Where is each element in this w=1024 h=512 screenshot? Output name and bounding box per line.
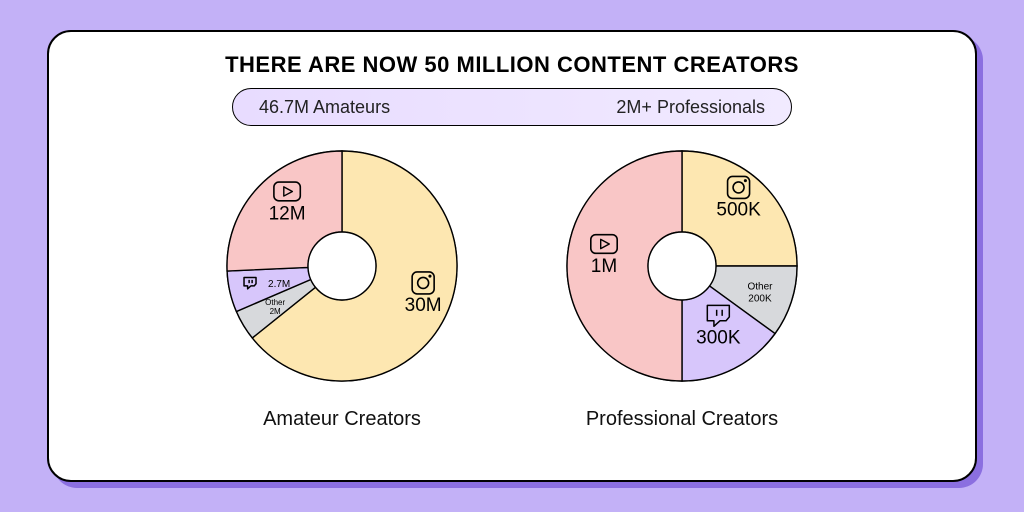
headline: THERE ARE NOW 50 MILLION CONTENT CREATOR… [225, 52, 799, 78]
youtube-label: 12M [269, 203, 306, 224]
instagram-label: 30M [405, 295, 442, 316]
amateur-caption: Amateur Creators [263, 408, 421, 431]
other-label-top: Other [747, 281, 773, 292]
amateur-chart-block: 30M Other2M 2.7M 12M Amateur Creators [212, 136, 472, 431]
charts-row: 30MOther2M2.7M12M Amateur Creators 500KO… [212, 136, 812, 431]
pill-left: 46.7M Amateurs [259, 97, 390, 118]
infographic-card: THERE ARE NOW 50 MILLION CONTENT CREATOR… [47, 30, 977, 482]
youtube-label: 1M [591, 256, 617, 277]
other-label-top: Other [265, 298, 285, 307]
twitch-label: 300K [696, 327, 741, 348]
professional-caption: Professional Creators [586, 408, 778, 431]
other-label-bottom: 2M [270, 307, 281, 316]
summary-pill: 46.7M Amateurs 2M+ Professionals [232, 88, 792, 126]
instagram-label: 500K [716, 199, 761, 220]
other-label-bottom: 200K [748, 293, 772, 304]
professional-donut-chart: 500K Other200K 300K 1M [552, 136, 812, 396]
amateur-donut-chart: 30M Other2M 2.7M 12M [212, 136, 472, 396]
professional-chart-block: 500K Other200K 300K 1M Professional Creator… [552, 136, 812, 431]
twitch-label: 2.7M [268, 279, 290, 290]
pill-right: 2M+ Professionals [616, 97, 765, 118]
